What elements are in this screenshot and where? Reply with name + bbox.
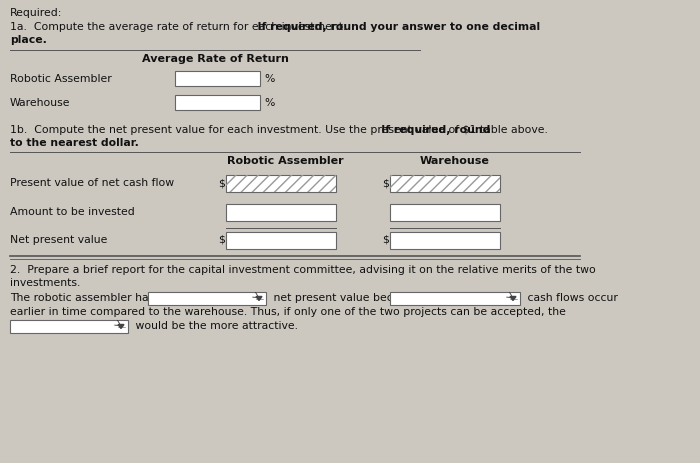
Text: investments.: investments. [10,278,80,288]
Text: Present value of net cash flow: Present value of net cash flow [10,178,174,188]
Text: %: % [264,74,274,84]
Text: Warehouse: Warehouse [420,156,490,166]
Bar [390,292,520,305]
Bar [390,232,500,249]
Text: cash flows occur: cash flows occur [524,293,618,303]
Polygon shape [256,296,262,300]
Bar [226,204,336,221]
Text: %: % [264,98,274,108]
Polygon shape [118,325,124,329]
Text: place.: place. [10,35,47,45]
Bar [10,320,128,333]
Text: Amount to be invested: Amount to be invested [10,207,134,217]
Text: Robotic Assembler: Robotic Assembler [10,74,112,84]
Text: $: $ [382,235,389,245]
Bar [390,175,500,192]
Bar [226,175,336,192]
Polygon shape [510,296,516,300]
Text: If required, round your answer to one decimal: If required, round your answer to one de… [10,22,540,32]
Bar [390,204,500,221]
Text: earlier in time compared to the warehouse. Thus, if only one of the two projects: earlier in time compared to the warehous… [10,307,566,317]
Text: 1a.  Compute the average rate of return for each investment.: 1a. Compute the average rate of return f… [10,22,350,32]
Text: Robotic Assembler: Robotic Assembler [227,156,343,166]
Bar [175,71,260,86]
Bar [148,292,266,305]
Text: Net present value: Net present value [10,235,107,245]
Bar [175,95,260,110]
Text: would be the more attractive.: would be the more attractive. [132,321,298,331]
Text: Required:: Required: [10,8,62,18]
Text: $: $ [382,178,389,188]
Bar [226,232,336,249]
Text: The robotic assembler has a: The robotic assembler has a [10,293,164,303]
Text: Average Rate of Return: Average Rate of Return [141,54,288,64]
Text: $: $ [218,235,225,245]
Bar [390,175,500,192]
Text: to the nearest dollar.: to the nearest dollar. [10,138,139,148]
Text: net present value because: net present value because [270,293,419,303]
Bar [226,175,336,192]
Text: 2.  Prepare a brief report for the capital investment committee, advising it on : 2. Prepare a brief report for the capita… [10,265,596,275]
Text: 1b.  Compute the net present value for each investment. Use the present value of: 1b. Compute the net present value for ea… [10,125,555,135]
Text: $: $ [218,178,225,188]
Text: Warehouse: Warehouse [10,98,71,108]
Text: If required, round: If required, round [10,125,491,135]
